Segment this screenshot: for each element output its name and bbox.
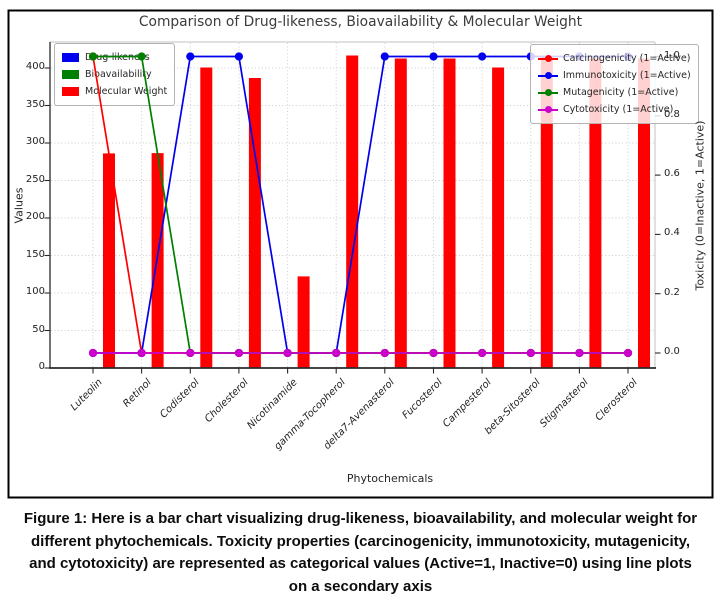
marker-cytotoxicity-1-active	[623, 348, 633, 358]
legend-row: Drug-likeness	[62, 49, 167, 66]
legend-row: Bioavailability	[62, 66, 167, 83]
legend-row: Immunotoxicity (1=Active)	[538, 67, 691, 84]
bar-molecular-weight	[103, 153, 115, 368]
legend-line-marker-icon	[538, 54, 558, 63]
figure-caption: Figure 1: Here is a bar chart visualizin…	[0, 508, 721, 598]
marker-immunotoxicity-1-active	[380, 52, 389, 61]
y-axis-label-right: Toxicity (0=Inactive, 1=Active)	[693, 120, 707, 291]
bar-molecular-weight	[297, 276, 310, 368]
marker-immunotoxicity-1-active	[234, 52, 243, 61]
marker-cytotoxicity-1-active	[186, 348, 195, 358]
caption-line: on a secondary axis	[288, 577, 433, 595]
legend-label: Bioavailability	[85, 69, 152, 80]
legend-label: Mutagenicity (1=Active)	[563, 87, 679, 98]
bar-molecular-weight	[443, 58, 456, 368]
bar-molecular-weight	[200, 67, 213, 368]
legend-row: Mutagenicity (1=Active)	[538, 84, 691, 101]
marker-mutagenicity-1-active	[88, 52, 98, 61]
legend-row: Cytotoxicity (1=Active)	[538, 101, 691, 118]
marker-cytotoxicity-1-active	[478, 348, 487, 358]
caption-line: and cytotoxicity) are represented as cat…	[29, 555, 692, 573]
marker-cytotoxicity-1-active	[88, 348, 98, 358]
legend-label: Carcinogenicity (1=Active)	[563, 53, 691, 64]
marker-immunotoxicity-1-active	[478, 52, 487, 61]
chart-title: Comparison of Drug-likeness, Bioavailabi…	[138, 14, 583, 30]
marker-immunotoxicity-1-active	[186, 52, 195, 61]
x-axis-label: Phytochemicals	[346, 472, 434, 485]
marker-cytotoxicity-1-active	[526, 348, 535, 358]
legend-row: Molecular Weight	[62, 83, 167, 100]
legend-label: Cytotoxicity (1=Active)	[563, 104, 674, 115]
figure-border	[7, 9, 714, 499]
legend-line-marker-icon	[538, 71, 558, 80]
legend-swatch-icon	[62, 53, 79, 62]
bar-molecular-weight	[638, 58, 650, 368]
bar-molecular-weight	[540, 57, 553, 368]
bar-molecular-weight	[492, 67, 505, 368]
legend-label: Immunotoxicity (1=Active)	[563, 70, 691, 81]
marker-cytotoxicity-1-active	[283, 348, 292, 358]
marker-cytotoxicity-1-active	[137, 348, 146, 358]
marker-mutagenicity-1-active	[137, 52, 146, 61]
marker-cytotoxicity-1-active	[234, 348, 243, 358]
bar-molecular-weight	[589, 58, 602, 368]
legend-label: Molecular Weight	[85, 86, 168, 97]
marker-cytotoxicity-1-active	[380, 348, 389, 358]
legend-label: Drug-likeness	[85, 52, 150, 63]
bar-molecular-weight	[394, 58, 407, 368]
y-axis-label-left: Values	[12, 187, 26, 224]
legend-row: Carcinogenicity (1=Active)	[538, 50, 691, 67]
marker-immunotoxicity-1-active	[429, 52, 438, 61]
bar-molecular-weight	[346, 55, 359, 368]
legend-bar-series: Drug-likeness Bioavailability Molecular We…	[54, 43, 176, 106]
legend-line-marker-icon	[538, 88, 558, 97]
legend-line-series: Carcinogenicity (1=Active) Immunotoxicity…	[530, 44, 699, 124]
marker-cytotoxicity-1-active	[332, 348, 341, 358]
legend-line-marker-icon	[538, 105, 558, 114]
marker-cytotoxicity-1-active	[429, 348, 438, 358]
caption-line: Figure 1: Here is a bar chart visualizin…	[23, 510, 698, 527]
legend-swatch-icon	[62, 70, 79, 79]
bar-molecular-weight	[248, 78, 261, 368]
marker-cytotoxicity-1-active	[575, 348, 584, 358]
caption-line: different phytochemicals. Toxicity prope…	[30, 532, 691, 550]
legend-swatch-icon	[62, 87, 79, 96]
